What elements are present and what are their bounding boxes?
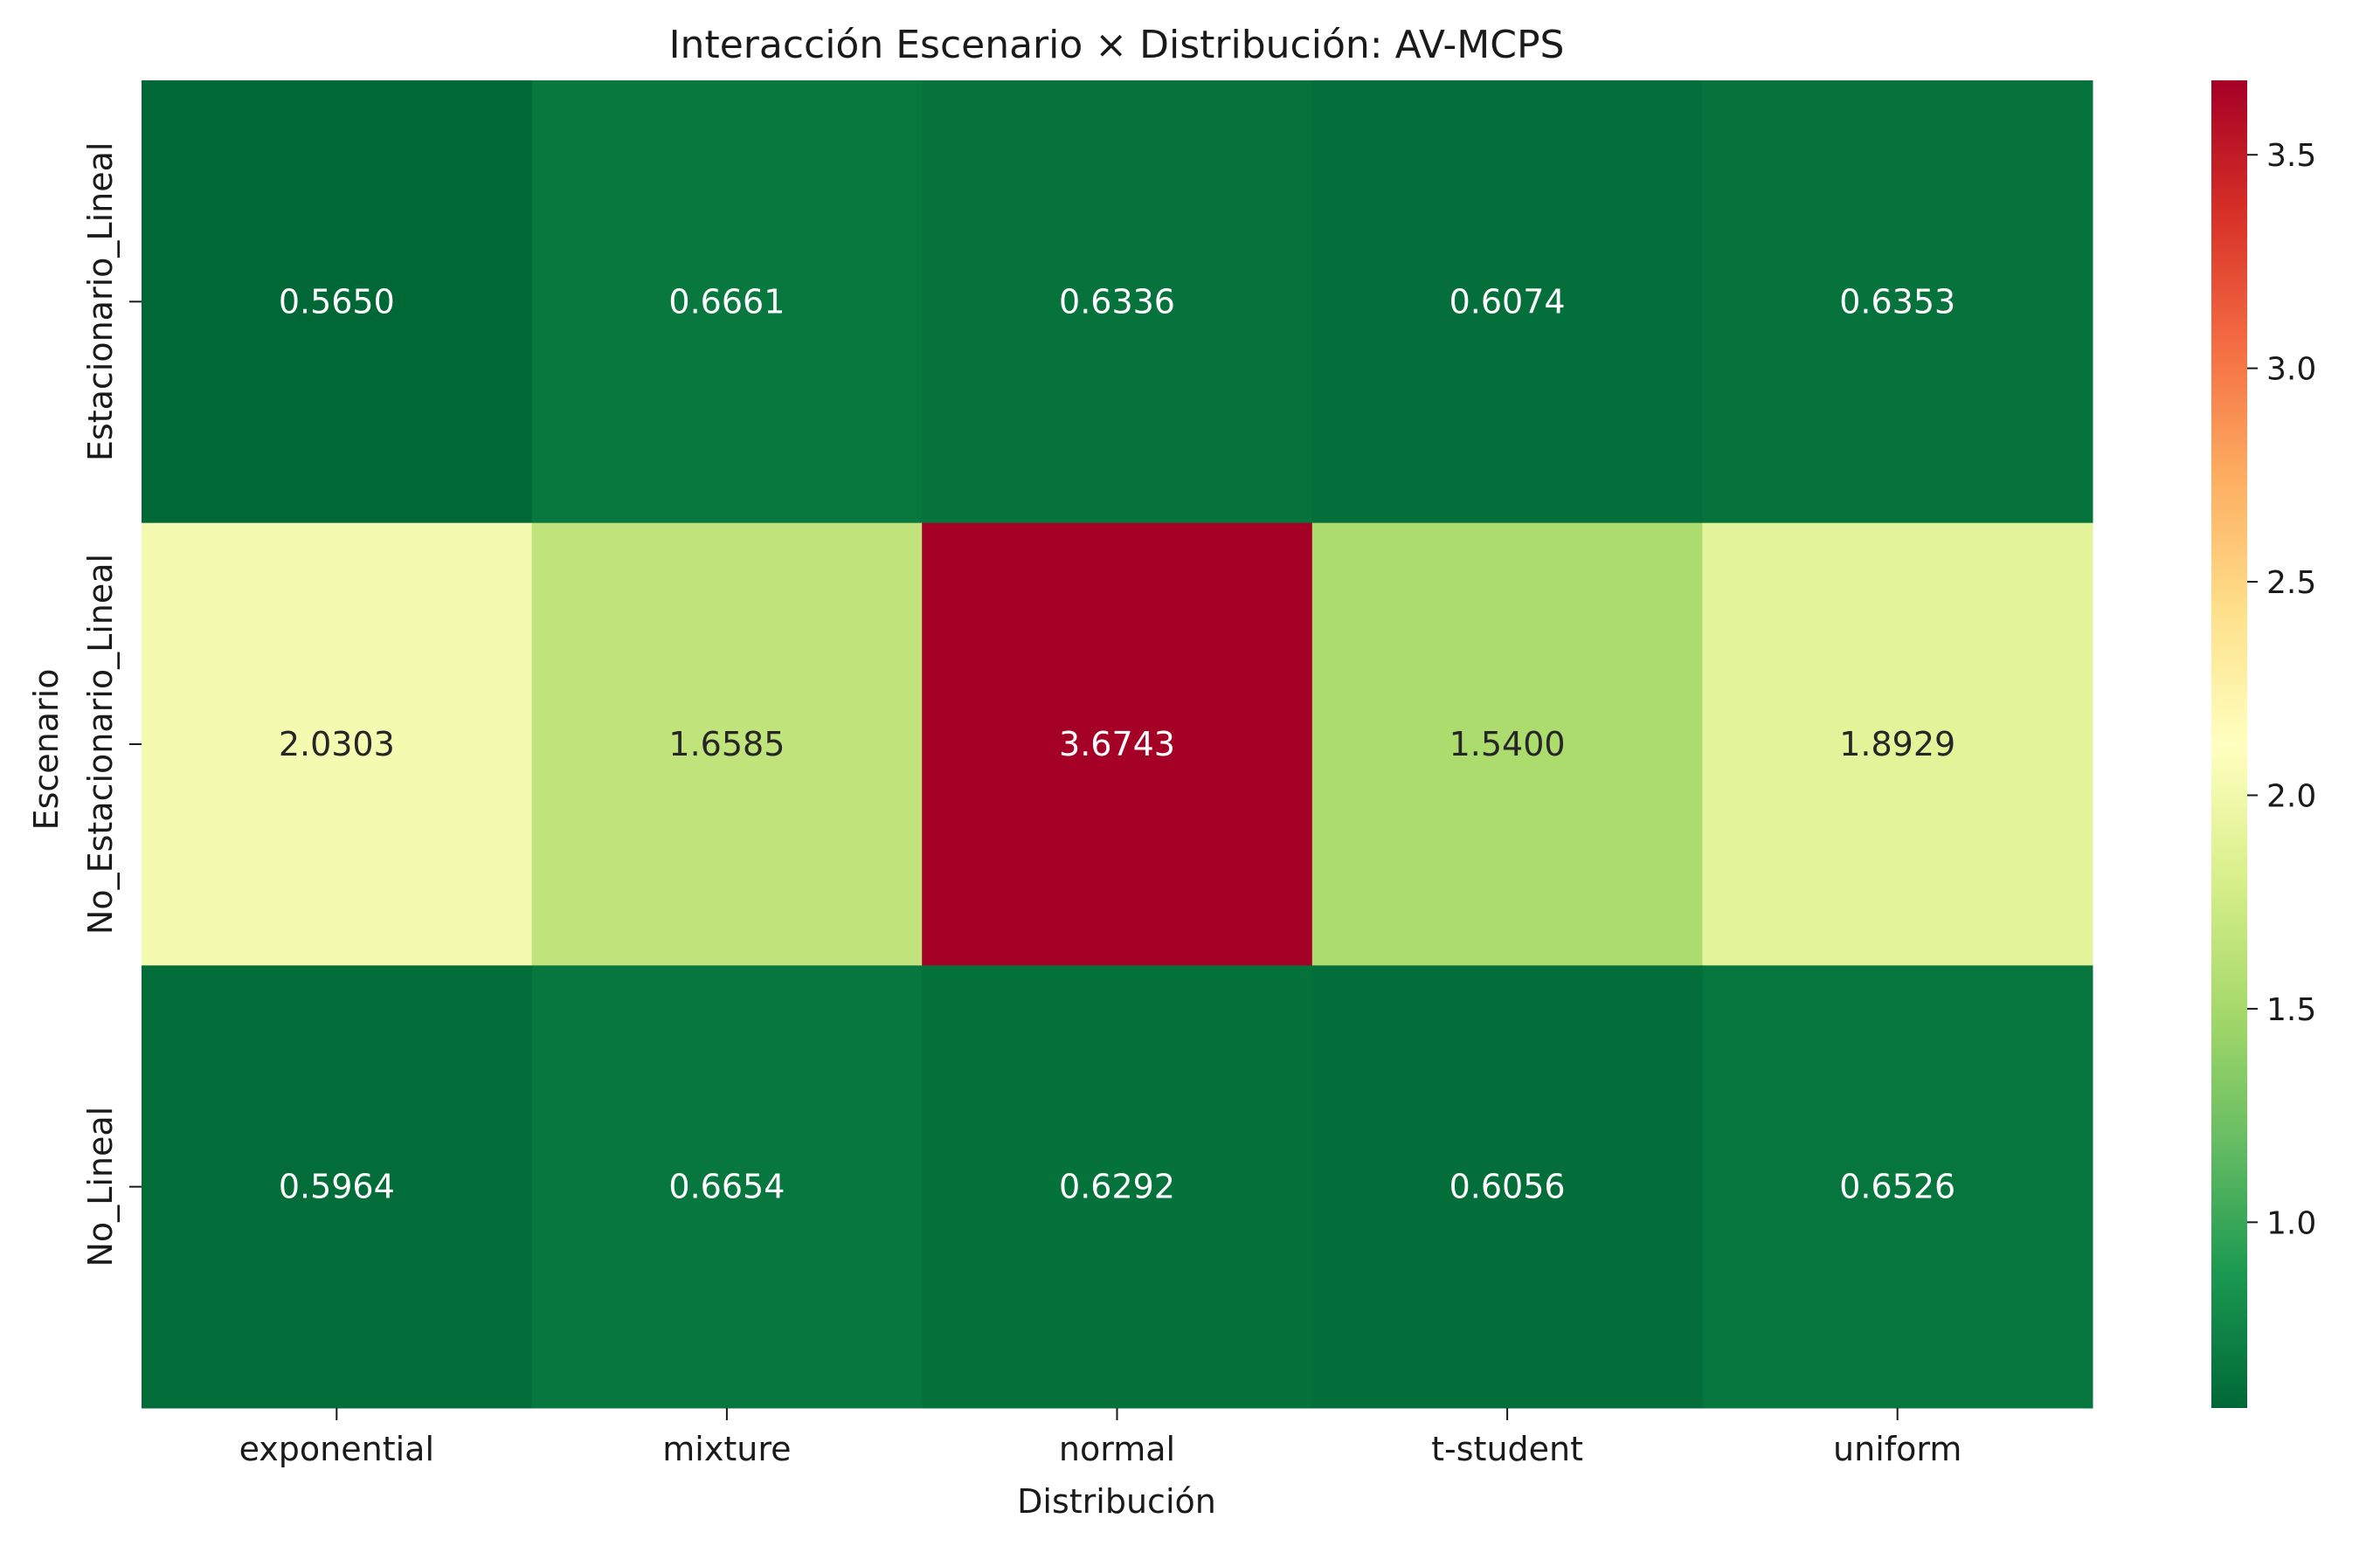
x-tick-label: mixture	[662, 1430, 791, 1468]
cell-value-label: 2.0303	[279, 725, 395, 763]
x-tick-label: uniform	[1833, 1430, 1961, 1468]
cell-value-label: 0.6661	[668, 282, 785, 321]
heatmap-cell	[922, 965, 1313, 1409]
heatmap-cell	[142, 522, 533, 966]
x-tick-label: normal	[1059, 1430, 1175, 1468]
cell-value-label: 1.8929	[1839, 725, 1955, 763]
heatmap-cells: 0.5650 0.6661 0.6336 0.6074 0.6353 2.0303 1.65…	[142, 80, 2093, 1409]
cell-value-label: 0.6292	[1059, 1168, 1175, 1206]
heatmap-cell	[1702, 80, 2093, 524]
colorbar-tick-label: 3.0	[2266, 352, 2316, 388]
colorbar-tick-label: 1.5	[2266, 992, 2316, 1028]
y-tick-label: No_Estacionario_Lineal	[81, 554, 120, 935]
colorbar-tick-label: 1.0	[2266, 1205, 2316, 1241]
heatmap-cell	[1311, 965, 1703, 1409]
y-axis-label: Escenario	[27, 669, 66, 831]
y-tick-label: Estacionario_Lineal	[81, 142, 120, 462]
colorbar-tick-label: 2.0	[2266, 778, 2316, 814]
x-axis-label: Distribución	[1017, 1482, 1216, 1521]
heatmap-cell	[531, 522, 923, 966]
heatmap-cell	[922, 522, 1313, 966]
x-tick-label: t-student	[1431, 1430, 1583, 1468]
heatmap-cell	[531, 965, 923, 1409]
heatmap-cell	[1311, 80, 1703, 524]
colorbar-tick-label: 2.5	[2266, 565, 2316, 601]
colorbar: 1.0 1.5 2.0 2.5 3.0 3.5	[2211, 80, 2316, 1408]
heatmap-cell	[531, 80, 923, 524]
heatmap-cell	[1311, 522, 1703, 966]
cell-value-label: 0.6654	[668, 1168, 785, 1206]
chart-title: Interacción Escenario × Distribución: AV…	[669, 23, 1565, 67]
cell-value-label: 0.6526	[1839, 1168, 1955, 1206]
x-tick-label: exponential	[239, 1430, 434, 1468]
cell-value-label: 1.6585	[668, 725, 785, 763]
colorbar-tick-label: 3.5	[2266, 138, 2316, 174]
y-axis-ticks: Estacionario_Lineal No_Estacionario_Linea…	[81, 142, 142, 1267]
heatmap-cell	[1702, 965, 2093, 1409]
heatmap-cell	[142, 80, 533, 524]
x-axis-ticks: exponential mixture normal t-student uniform	[239, 1408, 1961, 1468]
cell-value-label: 0.5650	[279, 282, 395, 321]
y-tick-label: No_Lineal	[81, 1107, 120, 1267]
cell-value-label: 0.5964	[279, 1168, 395, 1206]
heatmap-cell	[922, 80, 1313, 524]
cell-value-label: 3.6743	[1059, 725, 1175, 763]
cell-value-label: 0.6336	[1059, 282, 1175, 321]
heatmap-cell	[142, 965, 533, 1409]
cell-value-label: 1.5400	[1449, 725, 1566, 763]
colorbar-gradient	[2211, 80, 2247, 1408]
heatmap-cell	[1702, 522, 2093, 966]
cell-value-label: 0.6353	[1839, 282, 1955, 321]
cell-value-label: 0.6074	[1449, 282, 1566, 321]
cell-value-label: 0.6056	[1449, 1168, 1566, 1206]
